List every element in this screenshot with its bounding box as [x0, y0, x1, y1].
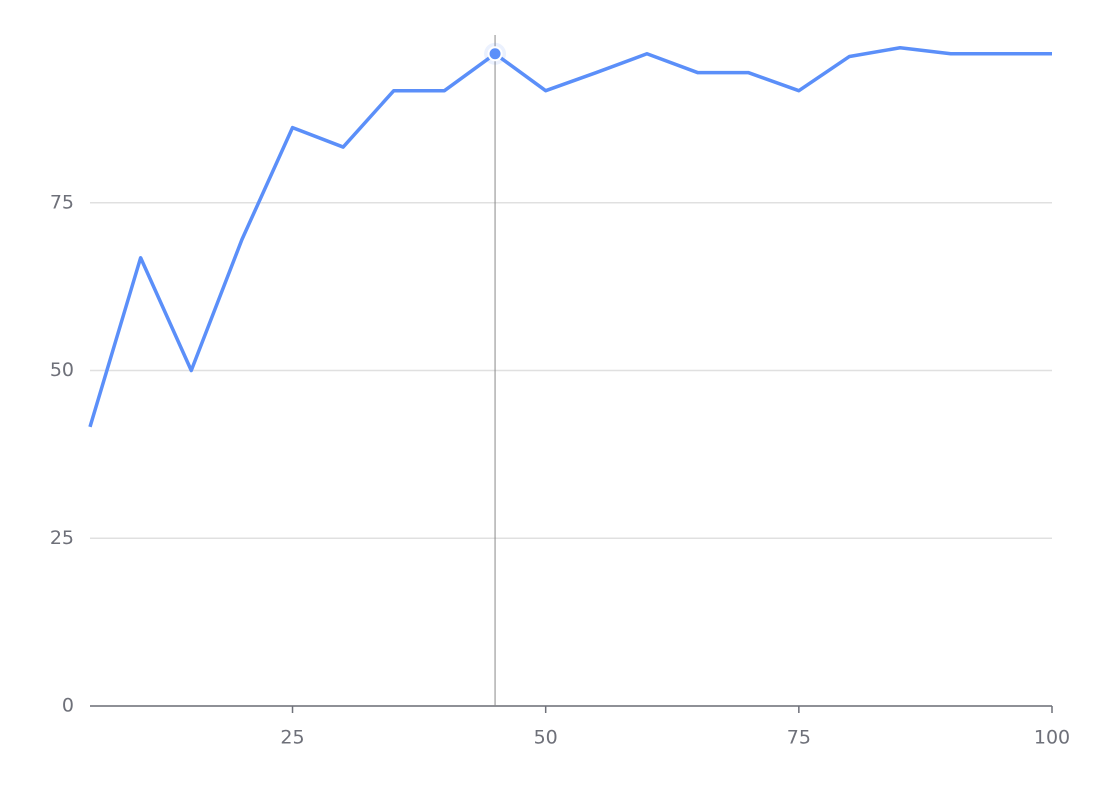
x-tick-label: 25	[280, 727, 304, 749]
y-tick-label: 25	[50, 527, 74, 549]
highlight-point	[487, 46, 503, 62]
y-tick-label: 75	[50, 191, 74, 213]
y-tick-label: 0	[62, 695, 74, 717]
x-tick-label: 75	[787, 727, 811, 749]
x-tick-label: 100	[1034, 727, 1070, 749]
y-tick-label: 50	[50, 359, 74, 381]
line-series	[88, 45, 1052, 428]
x-tick-label: 50	[534, 727, 558, 749]
